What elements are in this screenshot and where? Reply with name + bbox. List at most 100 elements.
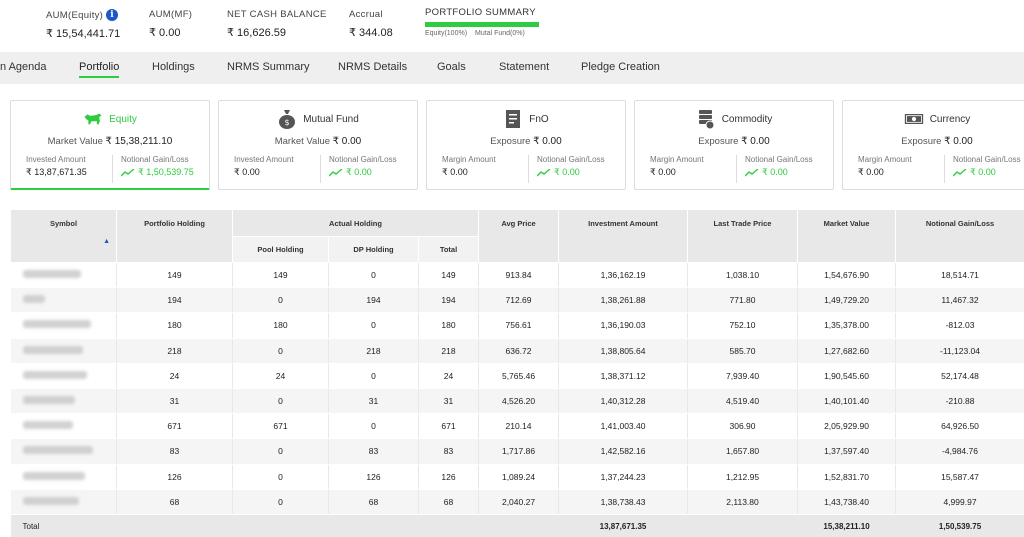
cell-dp-holding: 31 [328,388,419,415]
table-row[interactable]: 31 0 31 31 4,526.20 1,40,312.28 4,519.40 1,40,1… [10,388,1024,415]
cell-symbol [10,489,117,515]
col-pool-holding[interactable]: Pool Holding [232,236,329,263]
col-symbol[interactable]: Symbol ▲ [10,209,117,263]
cell-avg-price: 636.72 [478,338,560,364]
cell-total-holding: 68 [418,489,480,515]
table-row[interactable]: 126 0 126 126 1,089.24 1,37,244.23 1,212.95 1,5… [10,464,1024,490]
banknote-icon [904,109,924,129]
cell-symbol [10,388,117,415]
card-value-label: Exposure [698,136,739,147]
table-row[interactable]: 180 180 0 180 756.61 1,36,190.03 752.10 1,35,37… [10,312,1024,339]
cell-investment-amount: 1,36,162.19 [558,262,689,289]
trend-up-icon [953,168,967,176]
holdings-table: Symbol ▲ Portfolio Holding Actual Holding… [10,209,1024,537]
col-actual-holding: Actual Holding [231,209,480,237]
tab-nrms-details[interactable]: NRMS Details [338,61,408,73]
cell-portfolio-holding: 83 [116,438,233,465]
cell-total-holding: 149 [418,262,480,289]
money-bag-icon: $ [277,109,297,129]
cell-pool-holding: 0 [232,338,329,364]
cell-pool-holding: 0 [232,489,329,515]
cell-symbol [10,338,117,364]
card-left-value: ₹ 0.00 [442,167,468,177]
cell-investment-amount: 1,38,371.12 [558,363,689,389]
info-icon[interactable]: i [106,9,119,21]
card-left-label: Invested Amount [26,155,86,164]
table-row[interactable]: 68 0 68 68 2,040.27 1,38,738.43 2,113.80 1,43,7… [10,489,1024,515]
aum-equity-label: AUM(Equity) [46,9,104,21]
col-avg-price[interactable]: Avg Price [478,209,560,263]
cell-dp-holding: 218 [328,338,419,364]
cell-notional-gain-loss: 15,587.47 [895,464,1024,490]
tab-holdings[interactable]: Holdings [152,61,195,73]
cell-notional-gain-loss: 64,926.50 [895,413,1024,440]
col-dp-holding[interactable]: DP Holding [328,236,419,263]
cell-pool-holding: 0 [232,287,329,314]
cell-market-value: 1,90,545.60 [797,363,897,389]
card-value: ₹ 0.00 [944,136,973,147]
cell-avg-price: 210.14 [478,413,560,440]
net-cash-value: ₹ 16,626.59 [227,27,286,39]
cell-dp-holding: 194 [328,287,419,314]
document-icon [503,109,523,129]
tab-statement[interactable]: Statement [499,61,550,73]
total-notional: 1,50,539.75 [895,514,1024,537]
aum-equity: AUM(Equity) i ₹ 15,54,441.71 [46,9,120,40]
cell-portfolio-holding: 671 [116,413,233,440]
cell-dp-holding: 126 [328,464,419,490]
tab-pledge-creation[interactable]: Pledge Creation [581,61,660,73]
cell-portfolio-holding: 31 [116,388,233,415]
card-commodity[interactable]: Commodity Exposure ₹ 0.00 Margin Amount ₹… [634,100,834,190]
redacted-symbol [22,295,45,304]
cell-last-trade-price: 1,212.95 [687,464,799,490]
cell-notional-gain-loss: -11,123.04 [895,338,1024,364]
tab-agenda[interactable]: n Agenda [0,61,47,73]
card-fno[interactable]: FnO Exposure ₹ 0.00 Margin Amount ₹ 0.00 … [426,100,626,190]
cell-last-trade-price: 585.70 [687,338,799,364]
col-portfolio-holding[interactable]: Portfolio Holding [116,209,233,263]
col-notional-gain-loss[interactable]: Notional Gain/Loss [895,209,1024,263]
card-left-value: ₹ 0.00 [650,167,676,177]
table-row[interactable]: 24 24 0 24 5,765.46 1,38,371.12 7,939.40 1,90,5… [10,363,1024,389]
coin-stack-icon [696,109,716,129]
cell-notional-gain-loss: 4,999.97 [895,489,1024,515]
card-right-label: Notional Gain/Loss [121,155,189,164]
cell-last-trade-price: 4,519.40 [687,388,799,415]
cell-avg-price: 5,765.46 [478,363,560,389]
card-equity[interactable]: Equity Market Value ₹ 15,38,211.10 Inves… [10,100,210,190]
col-market-value[interactable]: Market Value [797,209,897,263]
cell-notional-gain-loss: 52,174.48 [895,363,1024,389]
col-last-trade-price[interactable]: Last Trade Price [687,209,799,263]
table-row[interactable]: 149 149 0 149 913.84 1,36,162.19 1,038.10 1,54,… [10,262,1024,289]
cell-total-holding: 24 [418,363,480,389]
card-mutual-fund[interactable]: $ Mutual Fund Market Value ₹ 0.00 Invest… [218,100,418,190]
redacted-symbol [22,270,81,279]
cell-portfolio-holding: 180 [116,312,233,339]
cell-market-value: 1,35,378.00 [797,312,897,339]
cell-last-trade-price: 7,939.40 [687,363,799,389]
card-currency[interactable]: Currency Exposure ₹ 0.00 Margin Amount ₹ … [842,100,1024,190]
sort-up-icon[interactable]: ▲ [103,238,110,245]
col-investment-amount[interactable]: Investment Amount [558,209,689,263]
cell-portfolio-holding: 24 [116,363,233,389]
tab-nrms-summary[interactable]: NRMS Summary [227,61,310,73]
table-row[interactable]: 218 0 218 218 636.72 1,38,805.64 585.70 1,27,68… [10,338,1024,364]
cell-market-value: 1,43,738.40 [797,489,897,515]
cell-portfolio-holding: 126 [116,464,233,490]
card-value: ₹ 0.00 [533,136,562,147]
cell-avg-price: 712.69 [478,287,560,314]
col-total[interactable]: Total [417,236,480,263]
tab-portfolio[interactable]: Portfolio [79,52,120,84]
table-row[interactable]: 671 671 0 671 210.14 1,41,003.40 306.90 2,05,92… [10,413,1024,440]
card-right-value: ₹ 1,50,539.75 [138,167,194,177]
cell-total-holding: 180 [418,312,480,339]
tab-goals[interactable]: Goals [437,61,466,73]
cell-notional-gain-loss: -4,984.76 [895,438,1024,465]
table-row[interactable]: 194 0 194 194 712.69 1,38,261.88 771.80 1,49,72… [10,287,1024,314]
aum-mf-label: AUM(MF) [149,9,193,20]
table-row[interactable]: 83 0 83 83 1,717.86 1,42,582.16 1,657.80 1,37,5… [10,438,1024,465]
card-right-value: ₹ 0.00 [554,167,580,177]
cell-dp-holding: 68 [328,489,419,515]
accrual-value: ₹ 344.08 [349,27,393,39]
card-right-label: Notional Gain/Loss [537,155,605,164]
